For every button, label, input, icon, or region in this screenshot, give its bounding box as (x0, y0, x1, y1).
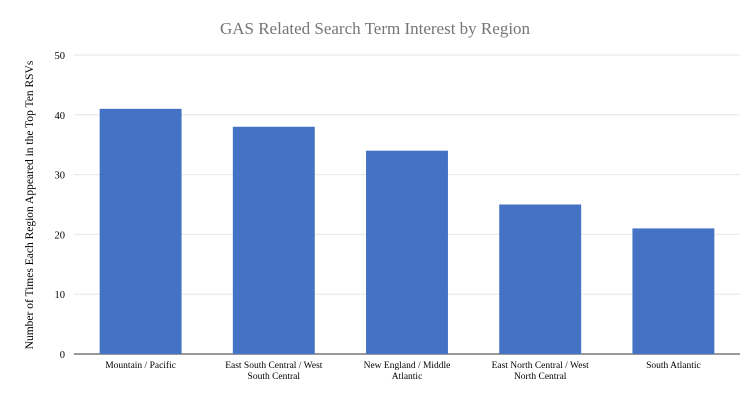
x-tick-label: East South Central / West South Central (225, 361, 323, 382)
x-tick-label: South Atlantic (646, 361, 701, 371)
bar (99, 108, 182, 354)
y-tick-label: 40 (55, 111, 66, 122)
x-tick-label: Mountain / Pacific (105, 360, 176, 371)
y-tick-label: 20 (55, 230, 66, 241)
y-tick-label: 50 (55, 51, 66, 62)
bar (232, 126, 315, 354)
y-tick-labels: 0 10 20 30 40 50 (55, 51, 66, 361)
x-tick-label: New England / Middle Atlantic (364, 361, 451, 382)
y-tick-label: 30 (55, 171, 66, 182)
y-tick-label: 0 (60, 350, 65, 361)
bars (99, 108, 715, 354)
x-tick-labels: Mountain / Pacific East South Central / W… (105, 360, 700, 382)
bar (499, 204, 582, 354)
y-axis-label: Number of Times Each Region Appeared in … (24, 60, 36, 349)
bar (366, 150, 448, 354)
x-tick-label: East North Central / West North Central (492, 361, 590, 382)
chart-title: GAS Related Search Term Interest by Regi… (220, 19, 531, 38)
y-tick-label: 10 (55, 290, 66, 301)
bar (632, 228, 715, 354)
